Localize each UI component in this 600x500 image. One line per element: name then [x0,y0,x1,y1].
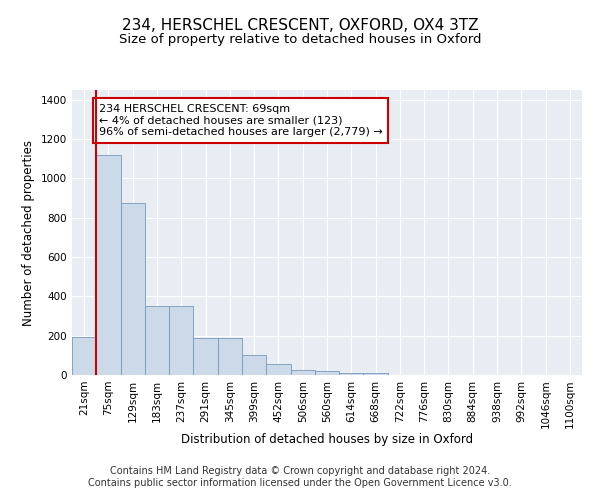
X-axis label: Distribution of detached houses by size in Oxford: Distribution of detached houses by size … [181,432,473,446]
Bar [315,370,339,375]
Bar [364,373,388,375]
Bar [193,338,218,375]
Bar [169,306,193,375]
Text: 234 HERSCHEL CRESCENT: 69sqm
← 4% of detached houses are smaller (123)
96% of se: 234 HERSCHEL CRESCENT: 69sqm ← 4% of det… [99,104,382,137]
Text: Size of property relative to detached houses in Oxford: Size of property relative to detached ho… [119,32,481,46]
Bar [72,336,96,375]
Text: 234, HERSCHEL CRESCENT, OXFORD, OX4 3TZ: 234, HERSCHEL CRESCENT, OXFORD, OX4 3TZ [122,18,478,32]
Bar [242,356,266,375]
Bar [121,203,145,375]
Y-axis label: Number of detached properties: Number of detached properties [22,140,35,326]
Bar [96,155,121,375]
Bar [145,306,169,375]
Bar [218,338,242,375]
Text: Contains HM Land Registry data © Crown copyright and database right 2024.
Contai: Contains HM Land Registry data © Crown c… [88,466,512,487]
Bar [290,370,315,375]
Bar [266,364,290,375]
Bar [339,373,364,375]
